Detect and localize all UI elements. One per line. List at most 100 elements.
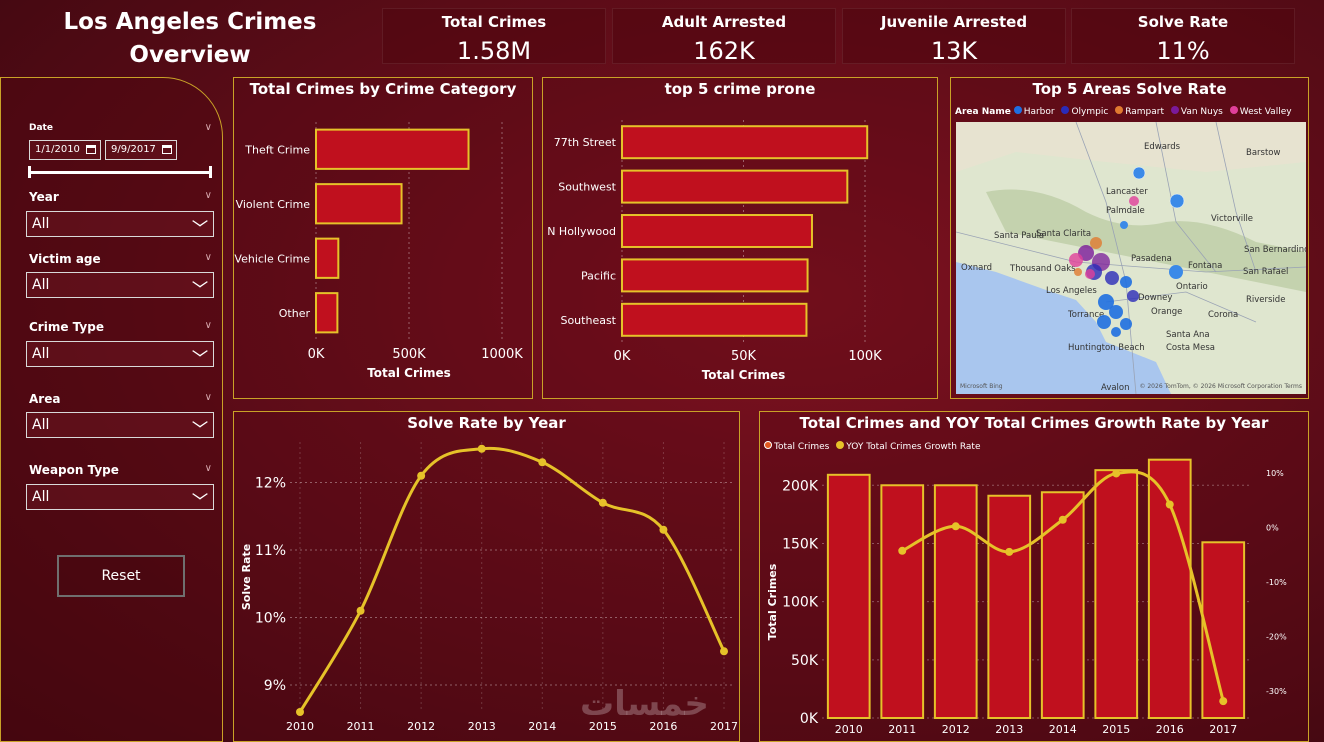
bar [987,494,1032,719]
map-canvas[interactable]: Edwards Barstow Lancaster Palmdale Victo… [956,122,1306,394]
chart-title: top 5 crime prone [664,80,816,98]
legend-item[interactable]: Total Crimes [764,441,829,452]
bar [1094,469,1139,719]
legend-label: YOY Total Crimes Growth Rate [846,442,981,452]
weapon-type-dropdown[interactable]: All [26,484,214,510]
crime-type-dropdown[interactable]: All [26,341,214,367]
bar [933,484,978,720]
kpi-value: 162K [693,37,755,65]
data-point [898,546,907,555]
data-point [720,647,728,656]
legend-item[interactable]: YOY Total Crimes Growth Rate [836,441,981,452]
date-to-value: 9/9/2017 [111,144,156,155]
x-tick-label: 2012 [407,720,435,733]
x-tick-label: 2014 [528,720,556,733]
y2-tick-label: 0% [1266,523,1279,532]
date-slider-handle-start[interactable] [28,166,31,178]
kpi-juvenile-arrested: Juvenile Arrested 13K [842,8,1066,65]
kpi-label: Adult Arrested [661,13,787,31]
x-tick-label: 2010 [286,720,314,733]
date-slider-handle-end[interactable] [209,166,212,178]
category-label: 77th Street [554,136,617,149]
area-dropdown[interactable]: All [26,412,214,438]
chevron-down-icon [192,276,208,288]
data-point [296,708,304,716]
chevron-down-icon[interactable]: ∨ [204,252,212,263]
chevron-down-icon[interactable]: ∨ [204,190,212,201]
data-point [477,444,486,453]
category-label: Pacific [581,269,616,282]
date-from-input[interactable]: 1/1/2010 [29,140,101,160]
crime-type-filter-label: Crime Type [29,320,104,334]
map-place-label: Orange [1151,307,1182,317]
crime-category-chart: 0K 500K 1000K Theft Crime Violent Crime Vehic… [234,122,523,380]
crime-category-chart-panel: Total Crimes by Crime Category 0K 500K 100… [233,77,533,399]
x-tick-label: 1000K [481,347,523,362]
kpi-value: 11% [1156,37,1210,65]
filter-sidebar: Date ∨ 1/1/2010 9/9/2017 Year ∨ All Vict… [0,77,223,742]
map-place-label: San Bernardino [1244,245,1306,255]
yoy-chart-panel: Total Crimes and YOY Total Crimes Growth… [759,411,1309,742]
yoy-combo-chart: 0K 50K 100K 150K 200K 10% 0% -10% -20% -30% 2010 20… [766,458,1287,736]
date-range-slider[interactable] [31,171,212,174]
category-label: Southwest [558,181,616,194]
year-dropdown[interactable]: All [26,211,214,237]
bar [826,473,871,719]
date-filter-label: Date [29,123,53,133]
map-place-label: Thousand Oaks [1009,264,1076,274]
y2-tick-label: -30% [1266,687,1287,696]
kpi-adult-arrested: Adult Arrested 162K [612,8,836,65]
legend-dot-icon [1013,106,1022,114]
x-tick-label: 2013 [995,723,1023,736]
page-title-line1: Los Angeles Crimes [63,9,317,35]
map-place-label: Pasadena [1131,254,1172,264]
map-legend-item[interactable]: Harbor [1013,106,1055,117]
category-label: N Hollywood [547,225,616,238]
data-point [1005,547,1014,556]
map-place-label: Riverside [1246,295,1285,305]
legend-label: West Valley [1239,107,1292,117]
map-legend-item[interactable]: Rampart [1115,106,1164,117]
map-place-label: Palmdale [1106,206,1145,216]
bar [880,484,925,720]
map-place-label: Ontario [1176,282,1208,292]
y-tick-label: 150K [782,536,819,552]
victim-age-dropdown-value: All [32,277,50,293]
victim-age-dropdown[interactable]: All [26,272,214,298]
chevron-down-icon[interactable]: ∨ [204,392,212,403]
chevron-down-icon[interactable]: ∨ [204,122,212,133]
kpi-label: Solve Rate [1137,13,1229,31]
map-legend-item[interactable]: Van Nuys [1170,106,1223,117]
category-label: Other [279,307,311,320]
legend-dot-icon [1061,106,1070,114]
x-tick-label: 2017 [1209,723,1237,736]
y-tick-label: 9% [264,678,286,694]
y-tick-label: 50K [791,653,819,669]
calendar-icon[interactable] [86,145,96,154]
x-tick-label: 0K [614,349,631,364]
x-tick-label: 2013 [468,720,496,733]
calendar-icon[interactable] [162,145,172,154]
kpi-value: 1.58M [456,37,532,65]
top5-crime-prone-chart-panel: top 5 crime prone 0K 50K 100K 77th Street So… [542,77,938,399]
date-to-input[interactable]: 9/9/2017 [105,140,177,160]
category-label: Violent Crime [236,198,311,211]
victim-age-filter-label: Victim age [29,252,101,266]
chevron-down-icon[interactable]: ∨ [204,463,212,474]
map-bubbles[interactable] [1069,166,1185,337]
chevron-down-icon[interactable]: ∨ [204,320,212,331]
map-place-label: Lancaster [1106,187,1148,197]
map-place-label: Corona [1208,310,1238,320]
map-legend-item[interactable]: West Valley [1229,106,1292,117]
data-point [1165,500,1174,509]
x-tick-label: 2016 [649,720,677,733]
map-legend-title: Area Name [955,107,1011,117]
map-legend-item[interactable]: Olympic [1061,106,1108,117]
data-point [356,606,365,615]
chart-title: Total Crimes and YOY Total Crimes Growth… [799,414,1269,432]
y-tick-label: 0K [800,711,819,727]
y2-tick-label: -10% [1266,578,1287,587]
map-place-label: Costa Mesa [1166,343,1215,353]
data-point [1219,697,1228,706]
reset-button[interactable]: Reset [57,555,185,597]
